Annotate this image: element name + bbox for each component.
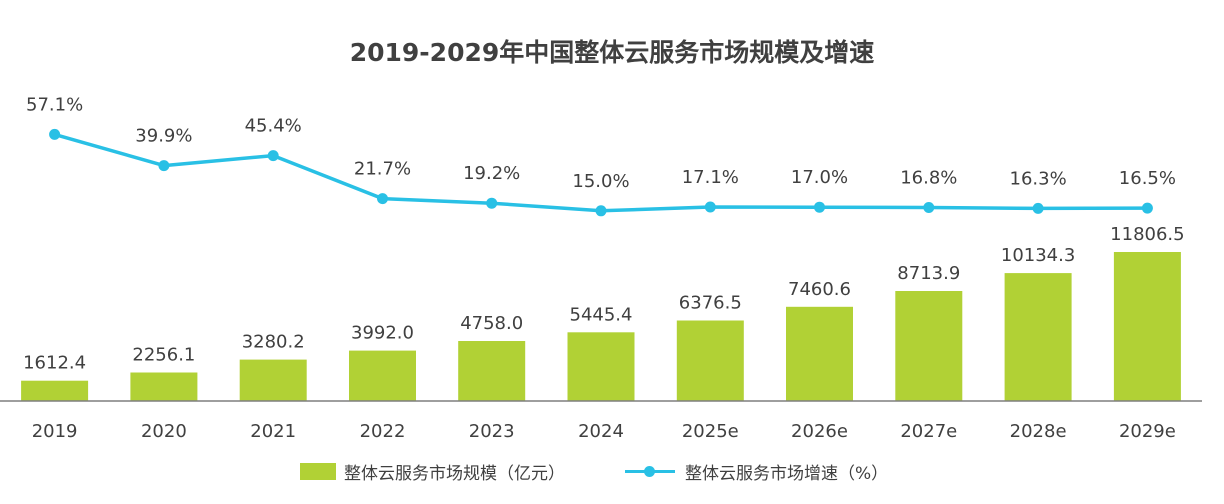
bar: [349, 350, 416, 401]
growth-point: [704, 201, 716, 213]
growth-point: [1032, 202, 1044, 214]
growth-value-label: 16.3%: [1010, 168, 1067, 189]
bar: [895, 291, 963, 401]
bar: [1113, 252, 1181, 401]
bar-value-label: 3992.0: [351, 323, 414, 344]
x-tick-label: 2019: [32, 421, 78, 442]
growth-value-label: 57.1%: [26, 94, 83, 115]
legend-bar-swatch: [300, 462, 336, 480]
x-tick-label: 2020: [141, 421, 187, 442]
growth-value-label: 19.2%: [463, 163, 520, 184]
legend-item-line: 整体云服务市场增速（%）: [625, 458, 888, 484]
growth-point: [267, 150, 279, 162]
bar: [786, 306, 853, 401]
growth-point: [49, 128, 61, 140]
growth-point: [814, 201, 825, 213]
bar: [21, 380, 89, 401]
line-layer: 57.1% 39.9% 45.4% 21.7% 19.2% 15.0% 17.1% 17.0%…: [26, 94, 1176, 217]
growth-point: [377, 193, 388, 205]
growth-point: [158, 160, 170, 172]
growth-value-label: 21.7%: [354, 159, 411, 180]
growth-value-label: 16.5%: [1119, 168, 1176, 189]
watermark-caption: 行业报告 IPOIPO.CN: [506, 277, 666, 297]
x-tick-label: 2026e: [791, 421, 848, 442]
watermark-brand-text: 并购家: [540, 232, 636, 270]
bar: [1004, 273, 1072, 401]
bar-value-label: 7460.6: [788, 279, 851, 300]
bar-value-label: 11806.5: [1110, 224, 1184, 245]
x-tick-label: 2024: [578, 421, 624, 442]
legend-line-swatch: [625, 463, 675, 480]
bar-value-label: 2256.1: [132, 345, 195, 366]
x-tick-label: 2022: [360, 421, 406, 442]
growth-value-label: 45.4%: [245, 116, 302, 137]
legend-item-bar: 整体云服务市场规模（亿元）: [300, 458, 565, 484]
bar: [458, 341, 526, 401]
chart-title: 2019-2029年中国整体云服务市场规模及增速: [349, 38, 875, 67]
growth-point: [486, 197, 498, 209]
bar: [676, 320, 744, 401]
legend-line-label: 整体云服务市场增速（%）: [685, 463, 889, 484]
x-axis: 2019 2020 2021 2022 2023 2024 2025e 2026e 2027e 2…: [0, 400, 1202, 442]
bar: [567, 332, 635, 401]
bar-value-label: 8713.9: [897, 263, 960, 284]
x-tick-label: 2029e: [1119, 421, 1176, 442]
growth-value-label: 39.9%: [135, 126, 192, 147]
bar-value-label: 5445.4: [570, 304, 633, 325]
bar-value-label: 6376.5: [679, 293, 742, 314]
bar-value-label: 1612.4: [23, 353, 86, 374]
growth-value-label: 15.0%: [572, 171, 629, 192]
bar: [239, 359, 307, 401]
legend-bar-label: 整体云服务市场规模（亿元）: [344, 463, 565, 484]
growth-point: [1141, 202, 1153, 214]
bars-layer: 1612.4 2256.1 3280.2 3992.0 4758.0 5445.4 6376…: [21, 224, 1185, 401]
x-tick-label: 2028e: [1010, 421, 1067, 442]
bar-value-label: 4758.0: [460, 313, 523, 334]
x-tick-label: 2027e: [900, 421, 957, 442]
x-tick-label: 2025e: [682, 421, 739, 442]
watermark-logo: 并购家 行业报告 IPOIPO.CN: [506, 231, 666, 297]
x-tick-label: 2023: [469, 421, 515, 442]
bar-value-label: 3280.2: [242, 332, 305, 353]
bar-value-label: 10134.3: [1001, 245, 1075, 266]
watermark-bars-icon: [506, 231, 534, 265]
growth-value-label: 17.1%: [682, 167, 739, 188]
growth-value-label: 16.8%: [900, 168, 957, 189]
growth-value-label: 17.0%: [791, 167, 848, 188]
growth-point: [595, 205, 607, 217]
bar: [130, 372, 198, 401]
growth-point: [923, 202, 935, 213]
x-tick-label: 2021: [250, 421, 296, 442]
